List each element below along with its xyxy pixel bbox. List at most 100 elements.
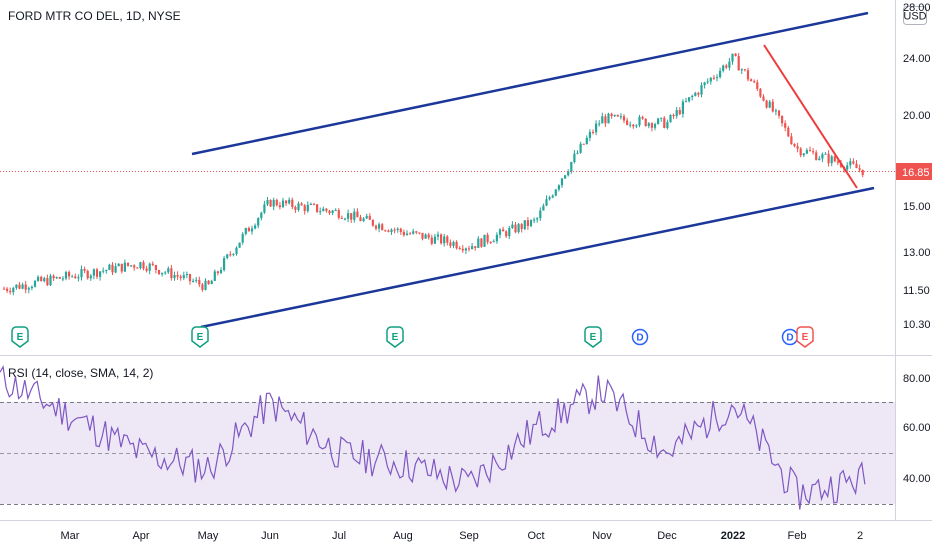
candle-up <box>533 219 536 221</box>
candle-up <box>498 229 502 235</box>
candle-down <box>520 224 523 229</box>
candle-down <box>300 203 303 206</box>
price-axis-label: 13.00 <box>903 247 931 259</box>
candle-up <box>238 242 241 248</box>
candle-down <box>626 120 629 125</box>
price-axis-label: 28.00 <box>903 2 931 14</box>
downtrend-line[interactable] <box>763 44 858 189</box>
earnings-marker[interactable]: E <box>191 326 209 348</box>
candle-down <box>449 242 452 246</box>
candle-down <box>753 81 756 83</box>
candle-up <box>223 258 226 271</box>
candle-down <box>176 275 179 277</box>
candle-up <box>21 284 24 289</box>
candle-up <box>424 234 427 239</box>
candle-up <box>688 97 691 102</box>
earnings-marker-upcoming[interactable]: E <box>796 326 814 348</box>
candle-up <box>123 262 126 272</box>
candle-up <box>433 236 436 244</box>
dividend-marker[interactable]: D <box>631 328 649 346</box>
candle-down <box>316 204 319 212</box>
candle-up <box>281 200 285 208</box>
candle-down <box>145 268 148 271</box>
earnings-marker[interactable]: E <box>386 326 404 348</box>
candle-down <box>24 284 27 290</box>
rsi-series <box>0 364 866 510</box>
time-axis-label: Feb <box>788 530 807 542</box>
candle-down <box>381 224 384 231</box>
candle-up <box>322 208 325 212</box>
candle-down <box>725 65 728 68</box>
candle-down <box>759 88 762 97</box>
earnings-marker-letter: E <box>590 332 597 343</box>
candle-up <box>715 77 719 79</box>
candle-up <box>595 123 598 133</box>
candle-down <box>2 288 6 290</box>
candle-down <box>502 229 505 232</box>
candle-down <box>136 267 139 269</box>
candle-up <box>99 271 102 277</box>
candle-down <box>170 268 173 278</box>
candle-up <box>161 272 164 275</box>
lower-channel-line[interactable] <box>200 186 875 329</box>
candle-up <box>483 234 486 247</box>
candle-down <box>632 124 635 127</box>
price-axis-label: 10.30 <box>903 319 931 331</box>
time-axis-label: Jul <box>332 530 346 542</box>
candle-up <box>573 153 576 162</box>
candle-up <box>319 211 322 213</box>
candle-up <box>846 165 849 170</box>
candle-down <box>198 279 201 285</box>
candle-down <box>216 271 219 273</box>
candle-up <box>802 153 805 156</box>
candle-up <box>579 143 582 153</box>
candle-down <box>126 262 130 266</box>
candle-down <box>678 110 681 115</box>
candle-down <box>291 199 294 207</box>
candle-up <box>185 274 188 276</box>
candle-down <box>644 118 647 126</box>
candle-down <box>827 153 830 164</box>
candle-up <box>92 269 95 276</box>
candle-up <box>545 199 548 206</box>
candle-down <box>812 151 815 153</box>
candle-up <box>629 124 632 126</box>
candle-up <box>241 233 244 243</box>
candle-down <box>275 199 278 206</box>
candle-up <box>576 152 579 154</box>
candle-up <box>257 218 260 226</box>
candle-up <box>331 210 334 213</box>
currency-badge[interactable] <box>903 6 927 25</box>
candle-up <box>192 280 195 282</box>
candle-down <box>480 238 483 247</box>
candle-down <box>762 96 765 101</box>
candle-up <box>560 178 564 186</box>
candlestick-series <box>2 53 864 296</box>
candle-down <box>610 113 613 117</box>
candle-up <box>235 247 238 254</box>
candle-down <box>746 70 750 80</box>
candle-down <box>402 231 405 236</box>
candle-up <box>102 270 105 272</box>
candle-down <box>86 270 89 279</box>
earnings-marker[interactable]: E <box>584 326 602 348</box>
candle-up <box>334 210 337 212</box>
earnings-marker-letter: E <box>17 332 24 343</box>
candle-up <box>443 236 446 244</box>
candle-down <box>325 208 328 211</box>
candle-down <box>278 205 281 208</box>
candle-down <box>359 217 362 221</box>
candle-down <box>142 262 145 269</box>
candle-up <box>703 82 706 86</box>
time-axis-label: May <box>198 530 219 542</box>
candle-up <box>585 137 588 144</box>
candle-up <box>508 228 511 237</box>
upper-channel-line[interactable] <box>191 11 869 156</box>
earnings-marker[interactable]: E <box>11 326 29 348</box>
candle-up <box>529 220 533 226</box>
candle-down <box>409 233 412 235</box>
dividend-marker[interactable]: D <box>781 328 799 346</box>
candle-down <box>455 241 458 249</box>
candle-up <box>272 199 275 207</box>
